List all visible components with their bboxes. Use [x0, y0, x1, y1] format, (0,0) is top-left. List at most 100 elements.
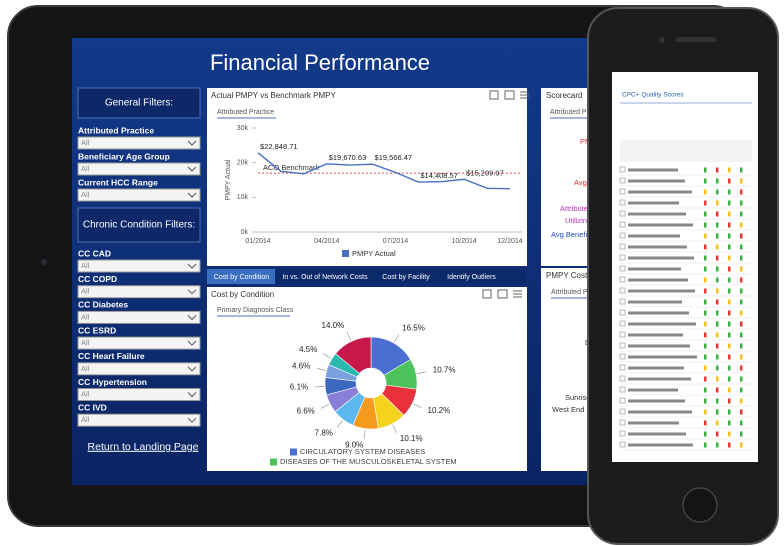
panel-icons [489, 90, 529, 100]
filter-label: Attributed Practice [78, 125, 154, 135]
legend-label: DISEASES OF THE MUSCULOSKELETAL SYSTEM [280, 457, 457, 466]
row-indicator [740, 189, 743, 195]
row-indicator [740, 255, 743, 261]
row-indicator [740, 431, 743, 437]
row-indicator [704, 442, 707, 448]
leader-line [394, 334, 399, 343]
pie-title: Cost by Condition [211, 290, 274, 299]
row-checkbox [619, 177, 626, 184]
row-indicator [740, 299, 743, 305]
tab-bar [207, 269, 527, 284]
filter-value: All [81, 287, 90, 296]
chronic-filters-box [77, 207, 201, 243]
leader-line [315, 386, 325, 388]
row-text [628, 322, 696, 326]
filter-select[interactable] [77, 188, 201, 202]
phone-home-button [682, 487, 718, 523]
row-indicator [716, 255, 719, 261]
filter-select[interactable] [77, 362, 201, 376]
pie-label: 10.2% [428, 406, 451, 415]
row-indicator [716, 431, 719, 437]
row-indicator [716, 332, 719, 338]
row-indicator [704, 266, 707, 272]
benchmark-label: ACO Benchmark [263, 163, 320, 172]
filters-panel: General Filters: Chronic Condition Filte… [77, 87, 201, 453]
row-indicator [728, 167, 731, 173]
row-indicator [704, 288, 707, 294]
row-indicator [728, 288, 731, 294]
row-indicator [740, 200, 743, 206]
row-indicator [728, 211, 731, 217]
phone-speaker [676, 37, 716, 42]
row-text [628, 432, 686, 436]
row-indicator [740, 332, 743, 338]
dropdown-arrow [187, 263, 197, 269]
row-indicator [704, 387, 707, 393]
row-text [628, 377, 691, 381]
tab-label[interactable]: In vs. Out of Network Costs [282, 274, 368, 281]
filter-value: All [81, 261, 90, 270]
filter-select[interactable] [77, 413, 201, 427]
row-checkbox [619, 298, 626, 305]
row-indicator [728, 398, 731, 404]
filter-select[interactable] [77, 388, 201, 401]
row-indicator [716, 343, 719, 349]
filter-select[interactable] [77, 336, 201, 350]
pie-panel [207, 287, 527, 471]
row-indicator [704, 189, 707, 195]
row-checkbox [619, 386, 626, 393]
legend-label: PMPY Actual [352, 249, 396, 258]
row-text [628, 410, 692, 414]
return-link[interactable]: Return to Landing Page [88, 441, 199, 453]
row-checkbox [619, 221, 626, 228]
dropdown-arrow [187, 289, 197, 295]
filter-select[interactable] [77, 285, 201, 299]
row-checkbox [619, 342, 626, 349]
row-indicator [728, 299, 731, 305]
data-label: $22,848.71 [260, 142, 298, 151]
filter-select[interactable] [77, 259, 201, 273]
row-text [628, 190, 692, 194]
filter-value: All [81, 389, 90, 398]
row-indicator [704, 343, 707, 349]
dropdown-arrow [187, 315, 197, 321]
row-indicator [716, 299, 719, 305]
row-checkbox [619, 419, 626, 426]
row-indicator [740, 365, 743, 371]
filter-select[interactable] [77, 310, 201, 324]
row-indicator [740, 167, 743, 173]
filter-value: All [81, 338, 90, 347]
row-indicator [704, 277, 707, 283]
general-filters-title: General Filters: [105, 98, 173, 109]
tab-label[interactable]: Cost by Condition [214, 274, 269, 281]
row-text [628, 300, 682, 304]
general-filters-box [77, 87, 201, 119]
x-tick-label: 04/2014 [314, 238, 339, 245]
filter-select[interactable] [77, 162, 201, 176]
dropdown-arrow [187, 417, 197, 423]
row-checkbox [619, 232, 626, 239]
filter-value: All [81, 164, 90, 173]
row-checkbox [619, 276, 626, 283]
row-indicator [716, 222, 719, 228]
row-indicator [740, 310, 743, 316]
row-text [628, 223, 693, 227]
filter-value: All [81, 138, 90, 147]
filter-select[interactable] [77, 136, 201, 150]
tab-label[interactable]: Identify Outliers [447, 274, 496, 281]
filter-label: CC CAD [78, 248, 111, 258]
row-indicator [740, 211, 743, 217]
row-indicator [716, 365, 719, 371]
row-indicator [728, 244, 731, 250]
filter-value: All [81, 415, 90, 424]
row-indicator [704, 420, 707, 426]
row-text [628, 344, 690, 348]
row-indicator [716, 288, 719, 294]
dropdown-arrow [187, 340, 197, 346]
row-indicator [740, 343, 743, 349]
row-indicator [728, 431, 731, 437]
pie-label: 16.5% [402, 323, 425, 332]
tab-label[interactable]: Cost by Facility [382, 274, 430, 281]
